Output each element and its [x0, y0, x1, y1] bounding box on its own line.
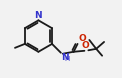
Text: O: O [79, 34, 86, 43]
Text: N: N [61, 53, 69, 62]
Text: O: O [81, 41, 89, 50]
Text: N: N [35, 11, 42, 20]
Text: H: H [64, 56, 70, 62]
